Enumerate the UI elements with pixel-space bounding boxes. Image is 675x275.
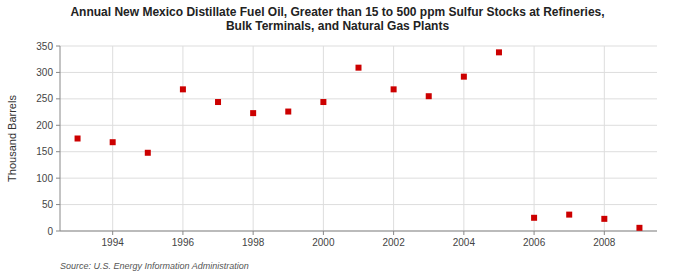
point [75, 136, 81, 142]
point [110, 139, 116, 145]
point [180, 86, 186, 92]
x-axis-line [60, 231, 657, 232]
title: Annual New Mexico Distillate Fuel Oil, G… [70, 5, 604, 33]
y-tick-label: 0 [47, 226, 53, 237]
x-tick-label: 2002 [382, 237, 405, 248]
point [391, 86, 397, 92]
x-tick [182, 231, 183, 235]
y-tick-label: 50 [42, 199, 54, 210]
point [531, 215, 537, 221]
point [426, 93, 432, 99]
grid-line-x [112, 46, 113, 231]
points [75, 49, 643, 230]
grid-line-y [60, 98, 657, 99]
x-tick-label: 1998 [242, 237, 265, 248]
y-tick-label: 100 [36, 173, 53, 184]
grid-line-y [60, 178, 657, 179]
point [601, 216, 607, 222]
y-tick [56, 72, 60, 73]
x-tick-label: 1994 [102, 237, 125, 248]
point [496, 49, 502, 55]
point [215, 99, 221, 105]
y-axis-line [60, 46, 61, 231]
y-tick [56, 231, 60, 232]
point [566, 212, 572, 218]
point [250, 110, 256, 116]
x-tick [534, 231, 535, 235]
y-tick [56, 46, 60, 47]
x-tick [393, 231, 394, 235]
y-tick-label: 300 [36, 67, 53, 78]
point [285, 109, 291, 115]
chart: Annual New Mexico Distillate Fuel Oil, G… [0, 0, 675, 275]
grid-line-x [604, 46, 605, 231]
grid-line-y [60, 125, 657, 126]
point [320, 99, 326, 105]
grid-line-y [60, 231, 657, 232]
point [356, 65, 362, 71]
x-tick [112, 231, 113, 235]
y-tick [56, 98, 60, 99]
y-axis-label: Thousand Barrels [6, 95, 18, 182]
x-tick-label: 2008 [593, 237, 616, 248]
x-tick [253, 231, 254, 235]
x-tick [323, 231, 324, 235]
point [145, 150, 151, 156]
grid [60, 46, 657, 231]
y-tick-label: 250 [36, 93, 53, 104]
y-tick-label: 350 [36, 41, 53, 52]
x-tick [604, 231, 605, 235]
grid-line-x [393, 46, 394, 231]
x-tick-label: 2004 [453, 237, 476, 248]
y-tick [56, 125, 60, 126]
title-line: Bulk Terminals, and Natural Gas Plants [226, 19, 450, 33]
grid-line-x [323, 46, 324, 231]
point [636, 225, 642, 231]
grid-line-x [534, 46, 535, 231]
x-tick-label: 2006 [523, 237, 546, 248]
grid-line-y [60, 72, 657, 73]
grid-line-y [60, 46, 657, 47]
x-tick [463, 231, 464, 235]
y-tick [56, 151, 60, 152]
title-line: Annual New Mexico Distillate Fuel Oil, G… [70, 5, 604, 19]
y-tick [56, 178, 60, 179]
x-tick-label: 1996 [172, 237, 195, 248]
grid-line-y [60, 204, 657, 205]
y-tick-label: 200 [36, 120, 53, 131]
source: Source: U.S. Energy Information Administ… [60, 261, 249, 271]
y-tick [56, 204, 60, 205]
grid-line-x [253, 46, 254, 231]
axes: 0 50 100 150 200 250 300 350 1994 1996 1998 2000 200… [36, 41, 657, 249]
x-tick-label: 2000 [312, 237, 335, 248]
grid-line-x [182, 46, 183, 231]
point [461, 74, 467, 80]
y-tick-label: 150 [36, 146, 53, 157]
